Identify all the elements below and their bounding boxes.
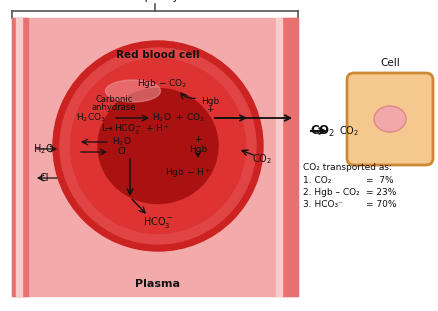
Text: Cl: Cl [117,147,126,156]
Text: +: + [194,136,201,145]
Text: $\mathsf{L\!\!\rightarrow}$HCO$_3^-$ + H$^+$: $\mathsf{L\!\!\rightarrow}$HCO$_3^-$ + H… [101,123,170,137]
Bar [16,18,22,296]
Text: Hgb: Hgb [188,145,207,154]
Text: Capillary: Capillary [130,0,179,2]
Text: H$_2$O: H$_2$O [112,136,131,148]
Text: Hgb $-$ H$^+$: Hgb $-$ H$^+$ [165,166,211,180]
FancyBboxPatch shape [346,73,432,165]
Ellipse shape [53,41,262,251]
Ellipse shape [98,89,218,203]
Text: Hgb: Hgb [201,96,219,105]
Bar [276,18,281,296]
Text: 2. Hgb – CO₂: 2. Hgb – CO₂ [302,188,359,197]
Text: H$_2$CO$_3$: H$_2$CO$_3$ [76,112,106,124]
Bar [281,18,297,296]
Ellipse shape [105,80,160,102]
Bar [12,18,28,296]
Text: = 70%: = 70% [365,200,396,209]
Bar [12,18,297,296]
Text: Cl: Cl [39,173,49,183]
Text: HCO$_3^-$: HCO$_3^-$ [142,216,173,230]
Text: H$_2$O: H$_2$O [33,142,54,156]
Text: =  7%: = 7% [365,176,393,185]
Text: = 23%: = 23% [365,188,396,197]
Text: H$_2$O  + CO$_2$: H$_2$O + CO$_2$ [152,112,205,124]
Text: CO$_2$: CO$_2$ [251,152,272,166]
Ellipse shape [373,106,405,132]
Text: Red blood cell: Red blood cell [116,50,199,60]
Ellipse shape [60,48,255,244]
Text: CO$_2$: CO$_2$ [309,123,334,138]
Text: 3. HCO₃⁻: 3. HCO₃⁻ [302,200,342,209]
Text: 1. CO₂: 1. CO₂ [302,176,331,185]
Text: Carbonic: Carbonic [95,95,132,104]
Text: CO$_2$: CO$_2$ [338,124,358,138]
Text: CO₂ transported as:: CO₂ transported as: [302,163,391,172]
Text: Plasma: Plasma [135,279,180,289]
Text: Cell: Cell [379,58,399,68]
Text: Hgb $-$ CO$_2$: Hgb $-$ CO$_2$ [137,77,187,90]
Text: anhydrase: anhydrase [92,104,136,113]
Ellipse shape [71,58,245,234]
Text: +: + [206,105,213,114]
